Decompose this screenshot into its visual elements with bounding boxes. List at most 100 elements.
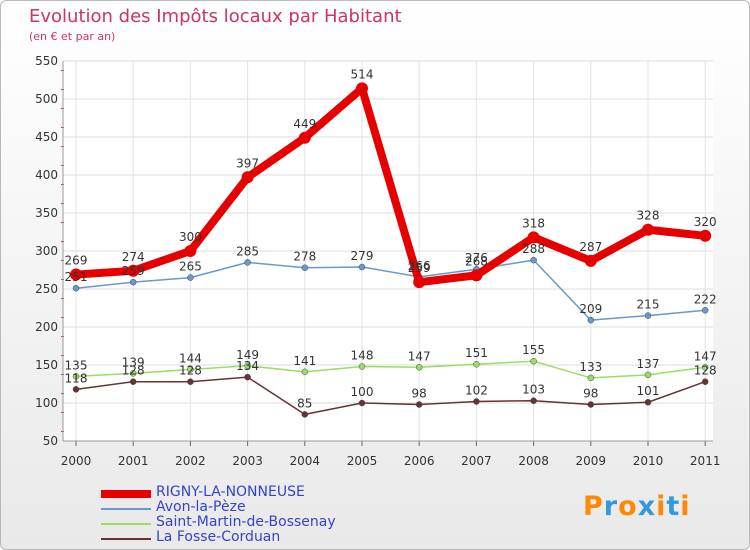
data-point	[187, 378, 194, 385]
data-label: 128	[694, 364, 717, 378]
y-tick-label: 400	[35, 168, 58, 182]
data-point	[644, 398, 652, 406]
y-tick-label: 450	[35, 130, 58, 144]
data-label: 397	[236, 156, 259, 170]
data-label: 101	[637, 384, 660, 398]
data-label: 147	[408, 349, 431, 363]
data-label: 137	[637, 357, 660, 371]
data-point	[473, 360, 480, 368]
logo-letter: r	[603, 491, 619, 522]
data-label: 134	[236, 359, 259, 373]
data-label: 139	[122, 355, 145, 369]
x-tick-label: 2000	[61, 454, 92, 468]
data-label: 318	[522, 216, 545, 230]
data-label: 259	[122, 264, 145, 278]
data-label: 259	[408, 261, 431, 275]
x-tick-label: 2008	[518, 454, 549, 468]
legend-label: La Fosse-Corduan	[156, 529, 281, 545]
legend-label: Saint-Martin-de-Bossenay	[156, 514, 336, 530]
data-label: 266	[408, 259, 431, 273]
data-label: 135	[65, 358, 88, 372]
data-label: 279	[351, 249, 374, 263]
data-label: 147	[694, 349, 717, 363]
data-label: 449	[293, 117, 316, 131]
data-label: 151	[465, 346, 488, 360]
data-point	[701, 364, 709, 371]
data-label: 215	[637, 298, 660, 312]
data-label: 288	[522, 242, 545, 256]
x-tick-label: 2009	[576, 454, 607, 468]
data-point	[527, 231, 540, 244]
series-lines	[70, 82, 712, 418]
logo-letter: i	[656, 491, 667, 522]
y-tick-label: 250	[35, 282, 58, 296]
x-tick-label: 2010	[633, 454, 664, 468]
data-label: 251	[65, 270, 88, 284]
data-label: 209	[579, 302, 602, 316]
data-point	[70, 268, 82, 281]
data-point	[644, 371, 652, 379]
data-point	[699, 229, 712, 242]
data-point	[530, 357, 537, 365]
data-label: 100	[351, 385, 374, 399]
data-label: 128	[122, 364, 145, 378]
data-point	[701, 378, 709, 385]
series-line	[75, 376, 706, 416]
data-label: 300	[179, 230, 202, 244]
data-labels: 269 274 300 397 449 514 259 268 318 287 328 320 251 2…	[65, 67, 717, 410]
data-point	[129, 278, 137, 286]
data-label: 128	[179, 364, 202, 378]
axes: 50 100 150 200 250 300 350 400 450 500 550 2000 2001…	[35, 54, 720, 468]
data-label: 269	[65, 254, 88, 268]
x-tick-label: 2001	[118, 454, 149, 468]
series-line	[72, 84, 710, 287]
data-label: 149	[236, 348, 259, 362]
y-tick-label: 350	[35, 206, 58, 220]
legend-swatch	[101, 523, 151, 525]
data-point	[301, 368, 309, 376]
data-label: 85	[297, 396, 312, 410]
data-label: 276	[465, 251, 488, 265]
legend-label: Avon-la-Pèze	[156, 499, 246, 515]
data-point	[301, 264, 309, 271]
data-point	[184, 245, 197, 257]
data-point	[415, 364, 423, 371]
data-point	[358, 263, 366, 271]
logo-letter: t	[666, 491, 681, 522]
legend-label: RIGNY-LA-NONNEUSE	[156, 484, 305, 500]
chart-title: Evolution des Impôts locaux par Habitant	[29, 6, 402, 27]
data-label: 148	[351, 349, 374, 363]
y-tick-label: 500	[35, 92, 58, 106]
data-label: 98	[583, 387, 598, 401]
y-tick-label: 300	[35, 244, 58, 258]
data-label: 103	[522, 383, 545, 397]
data-point	[187, 366, 194, 373]
data-point	[72, 373, 80, 380]
data-label: 320	[694, 215, 717, 229]
data-label: 328	[637, 209, 660, 223]
data-label: 265	[179, 260, 202, 274]
data-label: 133	[579, 360, 602, 374]
data-point	[187, 274, 194, 281]
data-label: 118	[65, 371, 88, 385]
x-tick-label: 2007	[461, 454, 492, 468]
y-tick-label: 100	[35, 396, 58, 410]
data-label: 102	[465, 383, 488, 397]
data-point	[530, 397, 537, 404]
y-tick-label: 550	[35, 54, 58, 68]
x-tick-label: 2004	[290, 454, 321, 468]
legend-swatch	[101, 490, 151, 498]
data-label: 514	[351, 67, 374, 81]
data-point	[587, 316, 595, 324]
logo-letter: P	[583, 491, 604, 522]
x-tick-label: 2003	[232, 454, 263, 468]
data-point	[244, 373, 251, 381]
logo-letter: x	[637, 491, 657, 522]
data-point	[470, 269, 483, 282]
x-tick-label: 2006	[404, 454, 435, 468]
data-label: 222	[694, 292, 717, 306]
data-label: 98	[412, 387, 427, 401]
legend-swatch	[101, 508, 151, 510]
